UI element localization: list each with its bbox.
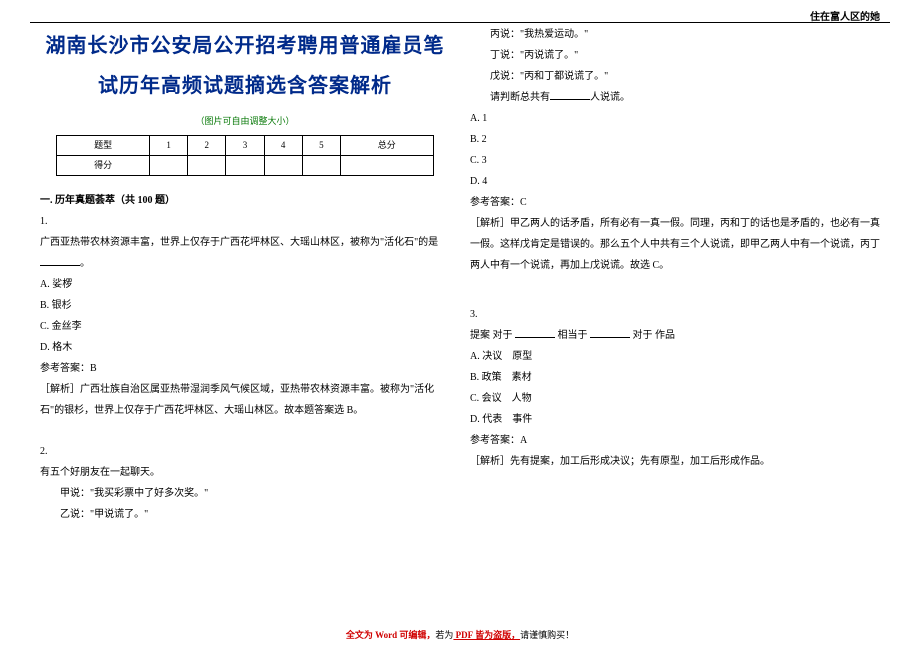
footer-red-1: 全文为 Word 可编辑， [346,630,436,640]
spacer [40,421,450,441]
q3-answer: 参考答案：A [470,430,880,451]
q1-opt-c: C. 金丝李 [40,316,450,337]
q1-explain: ［解析］广西壮族自治区属亚热带湿润季风气候区域，亚热带农林资源丰富。被称为"活化… [40,379,450,421]
q1-stem-tail: 。 [80,258,90,269]
table-row: 得分 [57,155,433,175]
spacer [470,276,880,304]
q2-ask-b: 人说谎。 [590,92,630,103]
q3-opt-a: A. 决议 原型 [470,346,880,367]
doc-title: 湖南长沙市公安局公开招考聘用普通雇员笔 试历年高频试题摘选含答案解析 [40,26,450,106]
blank-line [590,328,630,338]
score-table: 题型 1 2 3 4 5 总分 得分 [56,135,433,176]
footer: 全文为 Word 可编辑，若为 PDF 皆为盗版，请谨慎购买！ [0,628,920,641]
q3-opt-d: D. 代表 事件 [470,409,880,430]
right-column: 丙说："我热爱运动。" 丁说："丙说谎了。" 戊说："丙和丁都说谎了。" 请判断… [460,18,890,621]
blank-line [515,328,555,338]
td-blank [302,155,340,175]
th-4: 4 [264,135,302,155]
q2-opt-b: B. 2 [470,129,880,150]
footer-b: 若为 [435,630,453,640]
q1-opt-d: D. 格木 [40,337,450,358]
q2-answer: 参考答案：C [470,192,880,213]
left-column: 湖南长沙市公安局公开招考聘用普通雇员笔 试历年高频试题摘选含答案解析 （图片可自… [30,18,460,621]
q3-stem-3: 对于 作品 [633,330,676,341]
td-blank [340,155,433,175]
th-total: 总分 [340,135,433,155]
td-blank [226,155,264,175]
q2-line-2: 乙说："甲说谎了。" [40,504,450,525]
q2-opt-d: D. 4 [470,171,880,192]
q2-line-3: 丙说："我热爱运动。" [470,24,880,45]
q3-stem-1: 提案 对于 [470,330,513,341]
th-5: 5 [302,135,340,155]
q2-explain: ［解析］甲乙两人的话矛盾，所有必有一真一假。同理，丙和丁的话也是矛盾的，也必有一… [470,213,880,276]
q3-number: 3. [470,304,880,325]
q1-stem-text: 广西亚热带农林资源丰富，世界上仅存于广西花坪林区、大瑶山林区，被称为"活化石"的… [40,237,438,248]
q1-opt-b: B. 银杉 [40,295,450,316]
q3-stem: 提案 对于 相当于 对于 作品 [470,325,880,346]
q2-line-5: 戊说："丙和丁都说谎了。" [470,66,880,87]
q3-opt-b: B. 政策 素材 [470,367,880,388]
q1-opt-a: A. 娑椤 [40,274,450,295]
blank-line [40,256,80,266]
section-heading: 一. 历年真题荟萃（共 100 题） [40,190,450,211]
th-2: 2 [188,135,226,155]
q1-answer: 参考答案：B [40,358,450,379]
title-line-1: 湖南长沙市公安局公开招考聘用普通雇员笔 [46,35,445,57]
q3-opt-c: C. 会议 人物 [470,388,880,409]
footer-d: 请谨慎购买！ [520,630,574,640]
q2-line-4: 丁说："丙说谎了。" [470,45,880,66]
q2-stem: 有五个好朋友在一起聊天。 [40,462,450,483]
top-rule [30,22,890,23]
td-score-label: 得分 [57,155,150,175]
q2-opt-c: C. 3 [470,150,880,171]
footer-red-2: PDF 皆为盗版， [453,630,520,640]
th-1: 1 [149,135,187,155]
th-type: 题型 [57,135,150,155]
q3-explain: ［解析］先有提案，加工后形成决议；先有原型，加工后形成作品。 [470,451,880,472]
q1-stem: 广西亚热带农林资源丰富，世界上仅存于广西花坪林区、大瑶山林区，被称为"活化石"的… [40,232,450,274]
q2-opt-a: A. 1 [470,108,880,129]
page: 湖南长沙市公安局公开招考聘用普通雇员笔 试历年高频试题摘选含答案解析 （图片可自… [0,0,920,651]
q2-ask: 请判断总共有 人说谎。 [470,87,880,108]
blank-line [550,90,590,100]
title-line-2: 试历年高频试题摘选含答案解析 [98,75,392,97]
td-blank [264,155,302,175]
resize-caption: （图片可自由调整大小） [40,112,450,131]
td-blank [188,155,226,175]
header-note: 住在富人区的她 [810,8,880,23]
table-row: 题型 1 2 3 4 5 总分 [57,135,433,155]
q1-number: 1. [40,211,450,232]
q2-line-1: 甲说："我买彩票中了好多次奖。" [40,483,450,504]
td-blank [149,155,187,175]
th-3: 3 [226,135,264,155]
q2-number: 2. [40,441,450,462]
q3-stem-2: 相当于 [558,330,588,341]
q2-ask-a: 请判断总共有 [490,92,550,103]
